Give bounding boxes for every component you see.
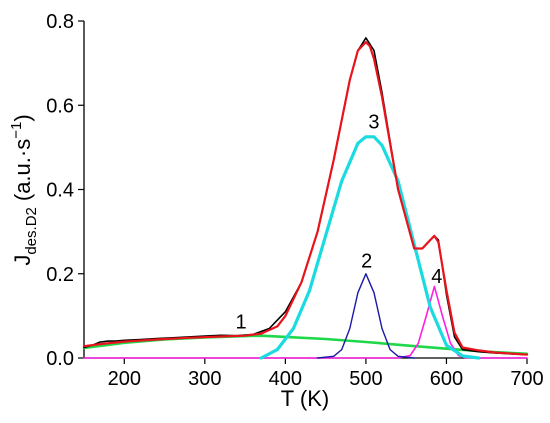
y-tick-label: 0.8: [46, 11, 74, 33]
x-tick-label: 200: [108, 368, 141, 390]
x-tick-label: 300: [188, 368, 221, 390]
series-experimental: [83, 37, 528, 356]
peak-label: 4: [431, 266, 442, 288]
peak-label: 1: [236, 312, 247, 334]
x-tick-label: 500: [349, 368, 382, 390]
peak-label: 3: [368, 111, 379, 133]
y-axis-title-unit-suffix: ): [10, 114, 35, 121]
y-axis-title: Jdes.D2 (a.u.·s−1): [8, 114, 40, 265]
plot-area: [83, 21, 527, 359]
y-tick-label: 0.4: [46, 180, 74, 202]
ticks: 200 300 400 500 600 700 0.0 0.2 0.4 0.6 0.8: [46, 11, 544, 390]
y-tick-label: 0.0: [46, 348, 74, 370]
series-fit-sum: [82, 40, 529, 356]
x-tick-label: 700: [510, 368, 543, 390]
x-axis-title: T (K): [281, 386, 329, 411]
x-tick-label: 600: [430, 368, 463, 390]
y-axis-title-subscript: des.D2: [23, 207, 40, 255]
y-tick-label: 0.6: [46, 95, 74, 117]
y-tick-label: 0.2: [46, 264, 74, 286]
y-axis-title-unit-superscript: −1: [8, 122, 25, 139]
series-peak-2: [316, 273, 415, 359]
series-layer: [82, 37, 529, 360]
y-axis-title-unit-prefix: (a.u.·s: [10, 139, 35, 201]
annotations: 1 2 3 4: [236, 111, 443, 333]
y-axis-title-base: J: [10, 255, 35, 266]
peak-label: 2: [361, 250, 372, 272]
x-tick-label: 400: [269, 368, 302, 390]
series-peak-3: [259, 135, 481, 360]
